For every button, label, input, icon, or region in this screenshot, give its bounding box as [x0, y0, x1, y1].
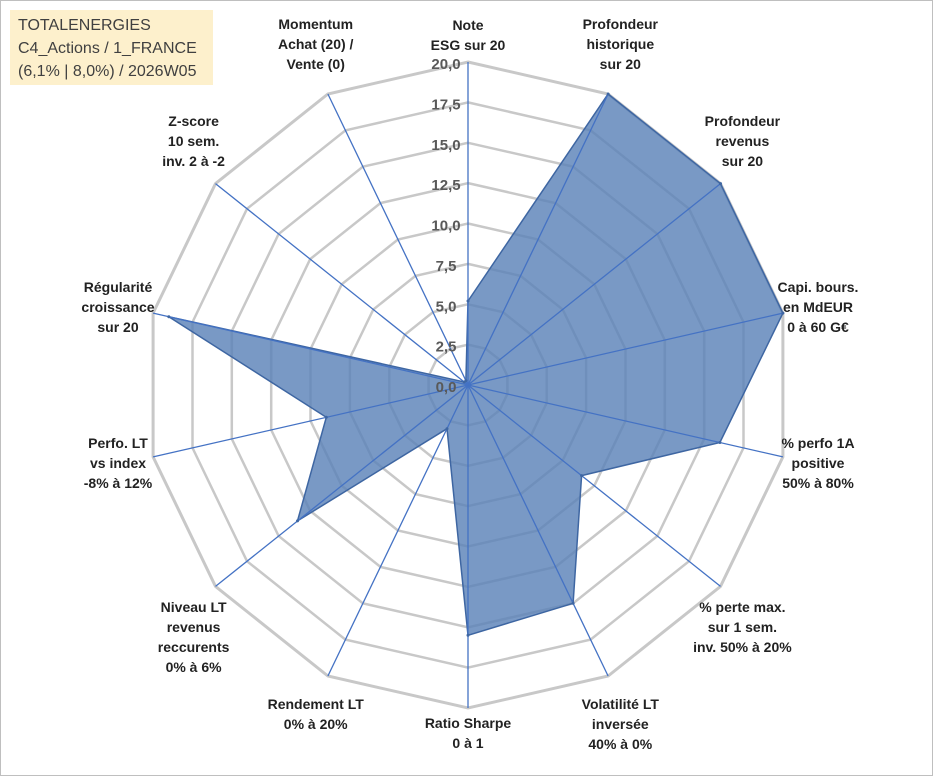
data-point: [781, 311, 785, 315]
category-label: % perte max. sur 1 sem. inv. 50% à 20%: [693, 599, 792, 655]
axis-spoke: [152, 312, 469, 386]
category-label-line: Ratio Sharpe: [425, 715, 512, 731]
category-label-line: Profondeur: [583, 16, 659, 32]
category-label-line: vs index: [90, 455, 146, 471]
axis-spoke: [467, 183, 721, 386]
tick-label: 17,5: [431, 96, 460, 113]
category-label-line: Z-score: [168, 113, 219, 129]
category-label-line: Achat (20) /: [278, 36, 354, 52]
category-label-line: 0% à 6%: [166, 659, 223, 675]
category-label-line: 0 à 60 G€: [787, 319, 849, 335]
category-label-line: revenus: [716, 133, 770, 149]
category-label-line: Perfo. LT: [88, 435, 148, 451]
info-box-period: (6,1% | 8,0%) / 2026W05: [18, 63, 197, 80]
tick-label: 0,0: [436, 379, 457, 396]
tick-label: 12,5: [431, 177, 460, 194]
category-label: Niveau LT revenus reccurents 0% à 6%: [158, 599, 230, 675]
tick-label: 7,5: [436, 258, 457, 275]
category-label: Ratio Sharpe 0 à 1: [425, 715, 512, 751]
category-label: Régularité croissance sur 20: [81, 279, 154, 335]
category-label-line: 50% à 80%: [782, 475, 854, 491]
category-label: Perfo. LT vs index -8% à 12%: [84, 435, 153, 491]
category-label-line: inv. 2 à -2: [162, 153, 225, 169]
axis-spoke: [467, 312, 784, 386]
info-box-company: TOTALENERGIES: [18, 17, 151, 34]
category-label: Profondeur historique sur 20: [583, 16, 659, 72]
category-label-line: % perte max.: [699, 599, 785, 615]
category-label-line: Note: [452, 17, 483, 33]
series-area: [168, 92, 784, 637]
tick-label: 15,0: [431, 137, 460, 154]
category-labels: Note ESG sur 20 Profondeur historique sur 20…: [81, 16, 858, 752]
category-label-line: inv. 50% à 20%: [693, 639, 792, 655]
category-label: % perfo 1A positive 50% à 80%: [781, 435, 854, 491]
axis-spoke: [327, 93, 469, 386]
tick-label: 10,0: [431, 218, 460, 235]
category-label-line: sur 20: [97, 319, 138, 335]
category-label-line: sur 1 sem.: [708, 619, 777, 635]
category-label-line: historique: [586, 36, 654, 52]
category-label-line: Capi. bours.: [778, 279, 859, 295]
category-label-line: Niveau LT: [161, 599, 227, 615]
info-box: TOTALENERGIES C4_Actions / 1_FRANCE (6,1…: [10, 10, 213, 85]
axis-spoke: [215, 183, 469, 386]
info-box-category: C4_Actions / 1_FRANCE: [18, 40, 197, 57]
category-label-line: ESG sur 20: [431, 37, 506, 53]
category-label: Momentum Achat (20) / Vente (0): [278, 16, 354, 72]
data-point: [466, 299, 470, 303]
data-point: [324, 415, 328, 419]
data-point: [718, 441, 722, 444]
data-point: [445, 427, 449, 431]
category-label-line: Profondeur: [705, 113, 781, 129]
data-point: [580, 474, 584, 478]
category-label-line: -8% à 12%: [84, 475, 153, 491]
data-point: [719, 182, 722, 186]
category-label-line: reccurents: [158, 639, 230, 655]
category-label-line: sur 20: [600, 56, 641, 72]
category-label-line: Volatilité LT: [582, 696, 660, 712]
axis-spoke: [215, 384, 469, 587]
data-point: [296, 519, 299, 523]
axis-spoke: [467, 384, 609, 677]
data-point: [167, 315, 171, 319]
category-label-line: 0 à 1: [452, 735, 483, 751]
data-point: [464, 379, 468, 383]
category-label-line: Vente (0): [287, 56, 345, 72]
data-point: [571, 601, 575, 605]
category-label-line: 10 sem.: [168, 133, 219, 149]
tick-label: 2,5: [436, 339, 457, 356]
axis-spoke: [152, 384, 469, 458]
category-label-line: revenus: [167, 619, 221, 635]
category-label: Rendement LT 0% à 20%: [268, 696, 365, 732]
category-label: Note ESG sur 20: [431, 17, 506, 53]
category-label: Volatilité LT inversée 40% à 0%: [582, 696, 660, 752]
category-label: Capi. bours. en MdEUR 0 à 60 G€: [778, 279, 859, 335]
category-label: Profondeur revenus sur 20: [705, 113, 781, 169]
radial-tick-labels: 0,0 2,5 5,0 7,5 10,0 12,5 15,0 17,5 20,0: [431, 56, 460, 396]
tick-label: 5,0: [436, 298, 457, 315]
tick-label: 20,0: [431, 56, 460, 73]
axis-spoke: [467, 384, 784, 458]
data-point: [466, 633, 470, 637]
category-label-line: Momentum: [278, 16, 353, 32]
data-point: [606, 92, 610, 96]
category-label: Z-score 10 sem. inv. 2 à -2: [162, 113, 225, 169]
category-label-line: 40% à 0%: [588, 736, 652, 752]
category-label-line: Régularité: [84, 279, 153, 295]
category-label-line: positive: [792, 455, 845, 471]
radar-axes: [152, 62, 784, 708]
category-label-line: % perfo 1A: [781, 435, 854, 451]
category-label-line: Rendement LT: [268, 696, 365, 712]
category-label-line: en MdEUR: [783, 299, 853, 315]
axis-spoke: [467, 93, 609, 386]
category-label-line: inversée: [592, 716, 649, 732]
axis-spoke: [467, 384, 721, 587]
category-label-line: 0% à 20%: [284, 716, 348, 732]
category-label-line: sur 20: [722, 153, 763, 169]
axis-spoke: [327, 384, 469, 677]
category-label-line: croissance: [81, 299, 154, 315]
